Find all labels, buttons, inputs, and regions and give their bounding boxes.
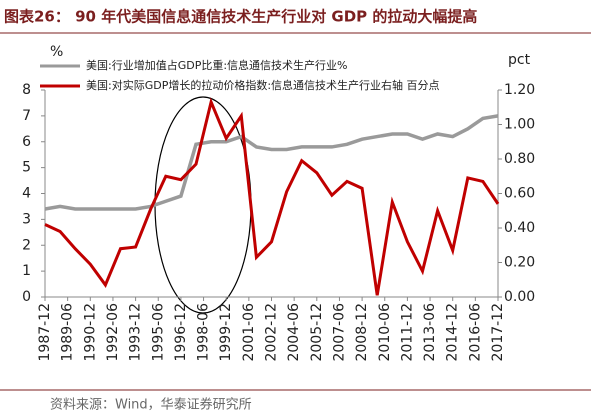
x-tick-label: 2017-12 (490, 303, 506, 362)
source-note: 资料来源：Wind，华泰证券研究所 (50, 397, 252, 413)
x-tick-label: 1992-06 (105, 303, 121, 362)
y2-tick-label: 0.40 (504, 220, 535, 236)
x-tick-label: 1999-12 (218, 303, 234, 362)
y2-tick-label: 0.20 (504, 255, 535, 271)
y-tick-label: 6 (22, 134, 31, 150)
y-tick-label: 2 (22, 237, 31, 253)
x-tick-label: 2005-12 (309, 303, 325, 362)
series-line (44, 114, 499, 211)
y2-axis-label: pct (508, 52, 531, 68)
y-tick-label: 1 (22, 263, 31, 279)
x-tick-label: 1996-12 (173, 303, 189, 362)
x-tick-label: 1987-12 (37, 303, 53, 362)
y-tick-label: 3 (22, 211, 31, 227)
y-tick-label: 8 (22, 82, 31, 98)
y-tick-label: 7 (22, 108, 31, 124)
y2-tick-label: 1.00 (504, 117, 535, 133)
y-axis-label: % (50, 44, 63, 60)
y-tick-label: 4 (22, 186, 31, 202)
x-tick-label: 2011-12 (399, 303, 415, 362)
x-tick-label: 1993-12 (128, 303, 144, 362)
x-tick-label: 2014-12 (445, 303, 461, 362)
y2-tick-label: 0.80 (504, 151, 535, 167)
series-line (44, 97, 500, 296)
legend-label: 美国:行业增加值占GDP比重:信息通信技术生产行业% (86, 58, 348, 72)
x-tick-label: 1995-06 (150, 303, 166, 362)
x-tick-label: 2007-06 (331, 303, 347, 362)
x-tick-label: 1990-12 (82, 303, 98, 362)
y2-tick-label: 0.60 (504, 186, 535, 202)
x-tick-label: 2008-12 (354, 303, 370, 362)
x-tick-label: 1989-06 (60, 303, 76, 362)
x-tick-label: 2013-06 (422, 303, 438, 362)
y2-tick-label: 0.00 (504, 289, 535, 305)
x-tick-label: 1998-06 (196, 303, 212, 362)
x-tick-label: 2002-12 (264, 303, 280, 362)
x-tick-label: 2001-06 (241, 303, 257, 362)
legend-label: 美国:对实际GDP增长的拉动价格指数:信息通信技术生产行业右轴 百分点 (86, 78, 440, 92)
chart-title: 图表26： 90 年代美国信息通信技术生产行业对 GDP 的拉动大幅提高 (4, 8, 477, 26)
x-tick-label: 2004-06 (286, 303, 302, 362)
x-tick-label: 2010-06 (377, 303, 393, 362)
y2-tick-label: 1.20 (504, 82, 535, 98)
x-tick-label: 2016-06 (467, 303, 483, 362)
y-tick-label: 0 (22, 289, 31, 305)
y-tick-label: 5 (22, 160, 31, 176)
